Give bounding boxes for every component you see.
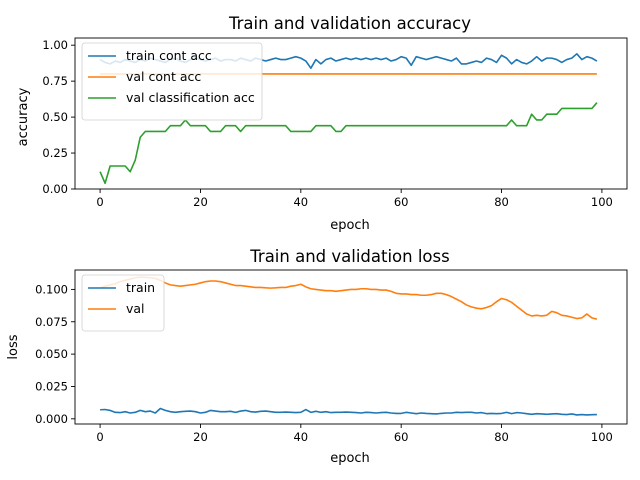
x-tick-label: 40 [293,430,308,444]
y-tick-label: 0.00 [42,182,68,196]
x-tick-label: 100 [591,430,613,444]
series-line-0 [100,407,597,416]
x-tick-label: 80 [494,195,509,209]
y-tick-label: 0.25 [42,146,68,160]
x-tick-label: 100 [591,195,613,209]
x-tick-label: 60 [394,430,409,444]
legend-box [81,274,165,332]
x-tick-label: 80 [494,430,509,444]
plot-area: 0 20 40 60 80 100 0.000 0.025 0.050 0.075 0.100 tra… [35,269,628,444]
chart-title: Train and validation loss [249,247,449,266]
legend-box [81,42,263,121]
legend-label-1: val cont acc [126,69,201,84]
legend-label-0: train cont acc [126,48,212,63]
loss-chart: Train and validation loss 0 20 40 60 80 100 0.… [6,247,628,466]
series-line-2 [99,102,598,185]
legend-label-1: val [126,301,145,316]
y-tick-label: 1.00 [42,38,68,52]
x-axis-label: epoch [330,218,370,233]
legend-label-0: train [126,280,155,295]
plot-area: 0 20 40 60 80 100 0.00 0.25 0.50 0.75 1.00 train co… [42,37,628,209]
y-tick-label: 0.050 [35,347,68,361]
legend-label-2: val classification acc [126,90,255,105]
x-tick-label: 60 [394,195,409,209]
x-tick-label: 0 [96,195,103,209]
y-axis-label: loss [6,334,21,359]
y-tick-label: 0.100 [35,282,68,296]
x-tick-label: 20 [193,430,208,444]
chart-title: Train and validation accuracy [228,14,471,33]
y-tick-label: 0.000 [35,412,68,426]
y-axis-label: accuracy [16,87,31,146]
series-line-1 [99,276,598,320]
x-tick-label: 20 [193,195,208,209]
axes-frame [74,37,628,190]
y-tick-label: 0.75 [42,74,68,88]
accuracy-chart: Train and validation accuracy 0 20 40 60 80 1… [16,14,628,233]
axes-frame [74,269,628,425]
y-tick-label: 0.025 [35,379,68,393]
y-tick-label: 0.50 [42,110,68,124]
y-tick-label: 0.075 [35,315,68,329]
x-axis-label: epoch [330,451,370,466]
x-tick-label: 40 [293,195,308,209]
x-tick-label: 0 [96,430,103,444]
